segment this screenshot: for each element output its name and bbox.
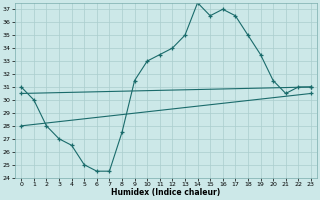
- X-axis label: Humidex (Indice chaleur): Humidex (Indice chaleur): [111, 188, 221, 197]
